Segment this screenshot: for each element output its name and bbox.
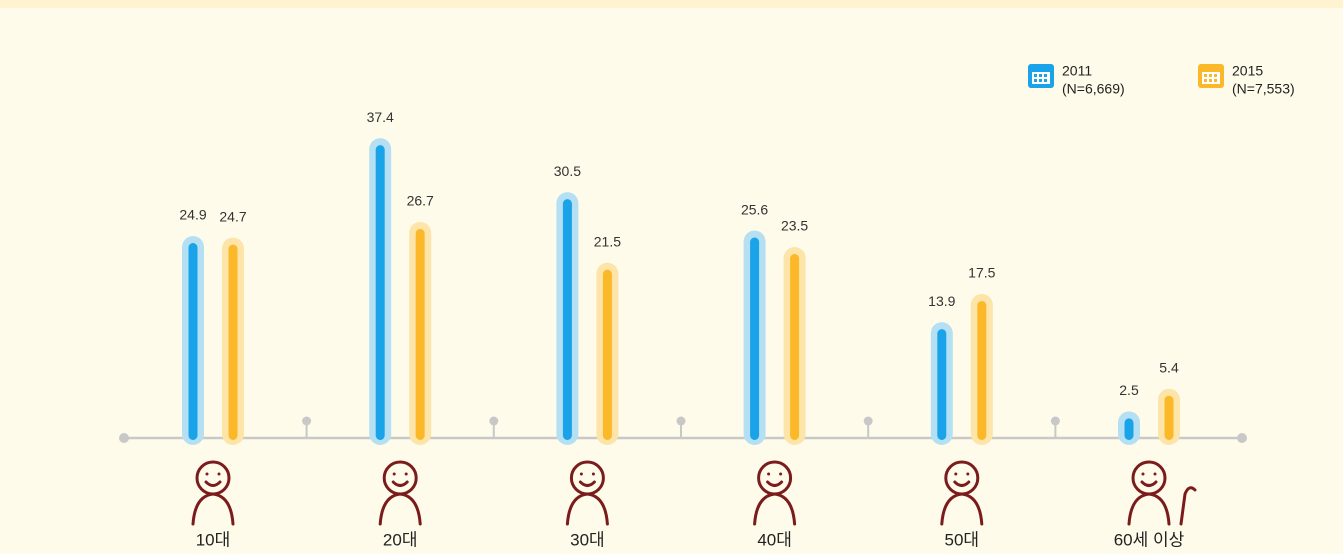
body xyxy=(565,492,609,526)
axis-end xyxy=(1237,433,1247,443)
bar xyxy=(562,199,572,440)
value-label: 13.9 xyxy=(928,293,955,309)
legend-icon-dot xyxy=(1214,79,1217,82)
legend-icon-dot xyxy=(1214,74,1217,77)
legend-icon-dot xyxy=(1204,74,1207,77)
body xyxy=(1127,492,1171,526)
bar xyxy=(750,237,760,440)
value-label: 21.5 xyxy=(594,233,621,249)
eye xyxy=(579,472,583,476)
cane xyxy=(1179,486,1197,526)
eye xyxy=(767,472,771,476)
eye xyxy=(779,472,783,476)
legend-icon-dot xyxy=(1209,74,1212,77)
pin-head xyxy=(1050,416,1060,426)
smile xyxy=(1140,480,1158,487)
bar xyxy=(1124,418,1134,440)
x-tick-label: 30대 xyxy=(570,530,605,549)
legend-icon-dot xyxy=(1034,79,1037,82)
eye xyxy=(217,472,221,476)
bar xyxy=(1164,395,1174,440)
bar xyxy=(937,329,947,440)
smile xyxy=(766,480,784,487)
eye xyxy=(1141,472,1145,476)
legend-note: (N=6,669) xyxy=(1062,81,1125,97)
legend-icon-inner xyxy=(1202,72,1220,84)
top-strip xyxy=(0,0,1343,8)
body xyxy=(378,492,422,526)
value-label: 17.5 xyxy=(968,265,995,281)
value-label: 5.4 xyxy=(1159,359,1179,375)
eye xyxy=(1153,472,1157,476)
person-icon xyxy=(378,460,422,526)
smile xyxy=(204,480,222,487)
x-tick-label: 20대 xyxy=(383,530,418,549)
head xyxy=(382,460,418,496)
legend-icon-dot xyxy=(1044,79,1047,82)
person-icon xyxy=(191,460,235,526)
legend-icon-inner xyxy=(1032,72,1050,84)
smile xyxy=(391,480,409,487)
value-label: 24.7 xyxy=(219,208,246,224)
legend-label: 2015 xyxy=(1232,63,1263,79)
value-label: 23.5 xyxy=(781,218,808,234)
eye xyxy=(954,472,958,476)
eye xyxy=(392,472,396,476)
person-icon xyxy=(1127,460,1197,526)
pin-head xyxy=(863,416,873,426)
legend-icon-dot xyxy=(1039,74,1042,77)
axis-end xyxy=(119,433,129,443)
body xyxy=(940,492,984,526)
bar xyxy=(375,145,385,440)
legend-icon-dot xyxy=(1204,79,1207,82)
head xyxy=(944,460,980,496)
legend-icon-dot xyxy=(1044,74,1047,77)
legend-icon-dot xyxy=(1034,74,1037,77)
legend-icon-dot xyxy=(1209,79,1212,82)
value-label: 37.4 xyxy=(367,109,394,125)
eye xyxy=(966,472,970,476)
x-tick-label: 40대 xyxy=(757,530,792,549)
x-tick-label: 10대 xyxy=(196,530,231,549)
value-label: 30.5 xyxy=(554,163,581,179)
smile xyxy=(953,480,971,487)
legend-label: 2011 xyxy=(1062,63,1092,79)
smile xyxy=(578,480,596,487)
eye xyxy=(591,472,595,476)
bar xyxy=(188,243,198,440)
value-label: 24.9 xyxy=(179,207,206,223)
pin-head xyxy=(302,416,312,426)
pin-head xyxy=(489,416,499,426)
x-tick-label: 60세 이상 xyxy=(1114,530,1185,549)
bar xyxy=(977,300,987,440)
person-icon xyxy=(940,460,984,526)
bar xyxy=(790,253,800,440)
head xyxy=(757,460,793,496)
value-label: 26.7 xyxy=(407,193,434,209)
eye xyxy=(404,472,408,476)
value-label: 25.6 xyxy=(741,201,768,217)
head xyxy=(1131,460,1167,496)
legend-note: (N=7,553) xyxy=(1232,81,1295,97)
pin-head xyxy=(676,416,686,426)
legend-icon-dot xyxy=(1039,79,1042,82)
x-tick-label: 50대 xyxy=(945,530,980,549)
head xyxy=(569,460,605,496)
person-icon xyxy=(565,460,609,526)
bar xyxy=(415,228,425,440)
body xyxy=(753,492,797,526)
value-label: 2.5 xyxy=(1119,382,1139,398)
head xyxy=(195,460,231,496)
eye xyxy=(205,472,209,476)
person-icon xyxy=(753,460,797,526)
body xyxy=(191,492,235,526)
bar xyxy=(228,244,238,440)
bar xyxy=(602,269,612,440)
